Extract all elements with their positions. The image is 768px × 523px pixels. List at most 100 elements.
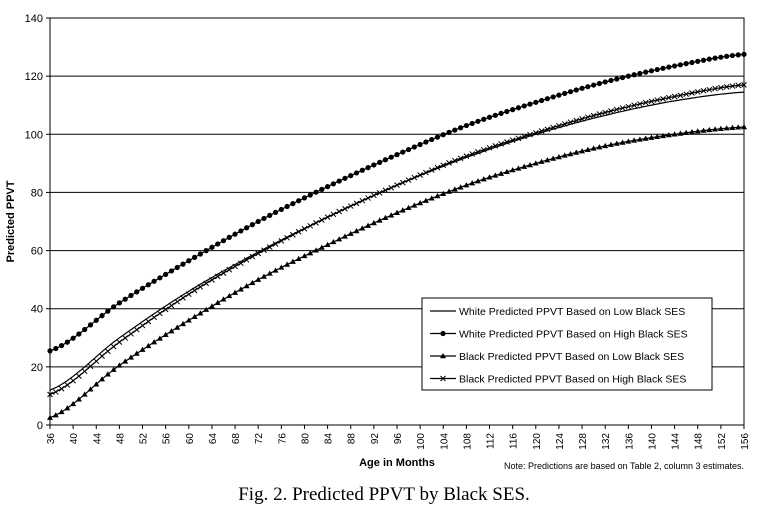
series-3-point [260,273,267,279]
series-4-point [52,389,59,395]
series-3-point [486,174,493,180]
series-3-point [446,188,453,194]
series-4-point [642,99,649,106]
series-4-point [648,98,655,105]
series-4-point [434,164,441,171]
series-2-point [139,285,146,291]
series-3-point [382,214,389,221]
series-3-point [318,244,325,250]
series-3-point [735,124,742,130]
series-3-point [180,320,187,327]
series-2-point [151,278,157,284]
series-3-point [58,408,65,415]
series-3-point [503,168,510,175]
legend-marker [440,353,446,359]
series-4-point [579,115,585,122]
series-2-point [272,209,279,216]
series-4-point [347,203,354,209]
series-4-point [255,250,262,257]
series-3-point [567,150,574,157]
series-3-point [151,339,158,345]
series-2-point [290,201,296,207]
series-3-point [428,195,435,201]
series-2-point [631,72,637,78]
series-3-point [341,233,348,239]
series-3-point [625,138,632,144]
series-2-point [510,107,516,113]
x-tick-label: 68 [231,433,242,445]
series-3-point [561,152,568,158]
series-2-point [643,69,649,75]
series-4-point [492,142,499,149]
series-2-point [128,292,134,299]
series-4-point [440,162,447,169]
series-3-point [671,131,678,137]
series-4-point [480,146,487,153]
series-2-point [371,162,377,168]
series-3-point [93,381,100,387]
series-2-point [429,136,435,143]
series-4-point [353,200,360,207]
series-2-point [64,339,70,345]
series-4-point [457,155,464,162]
series-4-point [602,109,609,116]
series-4-point [544,126,551,133]
series-2-point [226,234,232,240]
series-2-point [573,87,579,93]
series-2-point [648,68,655,74]
series-4-point [561,121,568,127]
series-4-point [428,167,435,173]
series-4-point [584,114,591,121]
series-2-point [637,70,643,77]
series-3-point [127,354,134,360]
series-2-point [498,110,504,116]
y-tick-label: 80 [31,187,43,199]
x-tick-label: 36 [46,433,57,445]
series-3-point [70,400,77,407]
series-4-point [469,151,476,157]
series-4-point [376,189,383,196]
series-3-point [394,209,400,215]
series-4-point [336,208,343,215]
x-tick-label: 96 [393,433,404,445]
series-2-point [220,238,227,244]
x-tick-label: 120 [532,433,543,450]
series-2-point [556,92,562,98]
series-2-point [301,195,308,201]
series-3-point [116,362,123,368]
series-3-point [648,134,655,140]
series-2-point [105,308,111,314]
series-3-point [411,202,418,208]
x-tick-label: 136 [624,433,635,450]
series-2-point [585,84,591,90]
series-3-point [203,306,210,312]
series-2-point [741,51,747,57]
series-3-point [527,162,534,168]
series-2-point [423,139,429,145]
series-4-point [700,87,707,94]
series-4-point [185,291,192,298]
series-4-point [87,363,94,370]
y-tick-label: 100 [25,129,43,141]
series-3-point [289,258,296,264]
series-2-point [116,300,122,306]
series-4-point [399,179,406,186]
series-3-point [405,204,412,211]
series-2-point [47,348,53,354]
series-3-point [272,267,279,273]
series-2-point [203,248,209,254]
series-3-point [162,331,169,337]
x-tick-label: 84 [324,433,335,445]
series-3-point [237,286,244,292]
series-4-point [290,231,296,238]
series-2-point [342,175,348,181]
series-2-point [388,154,394,160]
series-3-point [87,386,94,392]
series-4-point [550,124,557,131]
series-2-point [550,94,556,100]
series-4-point [203,280,210,287]
series-4-point [278,238,285,244]
series-2-point [330,181,336,187]
x-tick-label: 108 [462,433,473,450]
series-4-point [729,83,736,89]
